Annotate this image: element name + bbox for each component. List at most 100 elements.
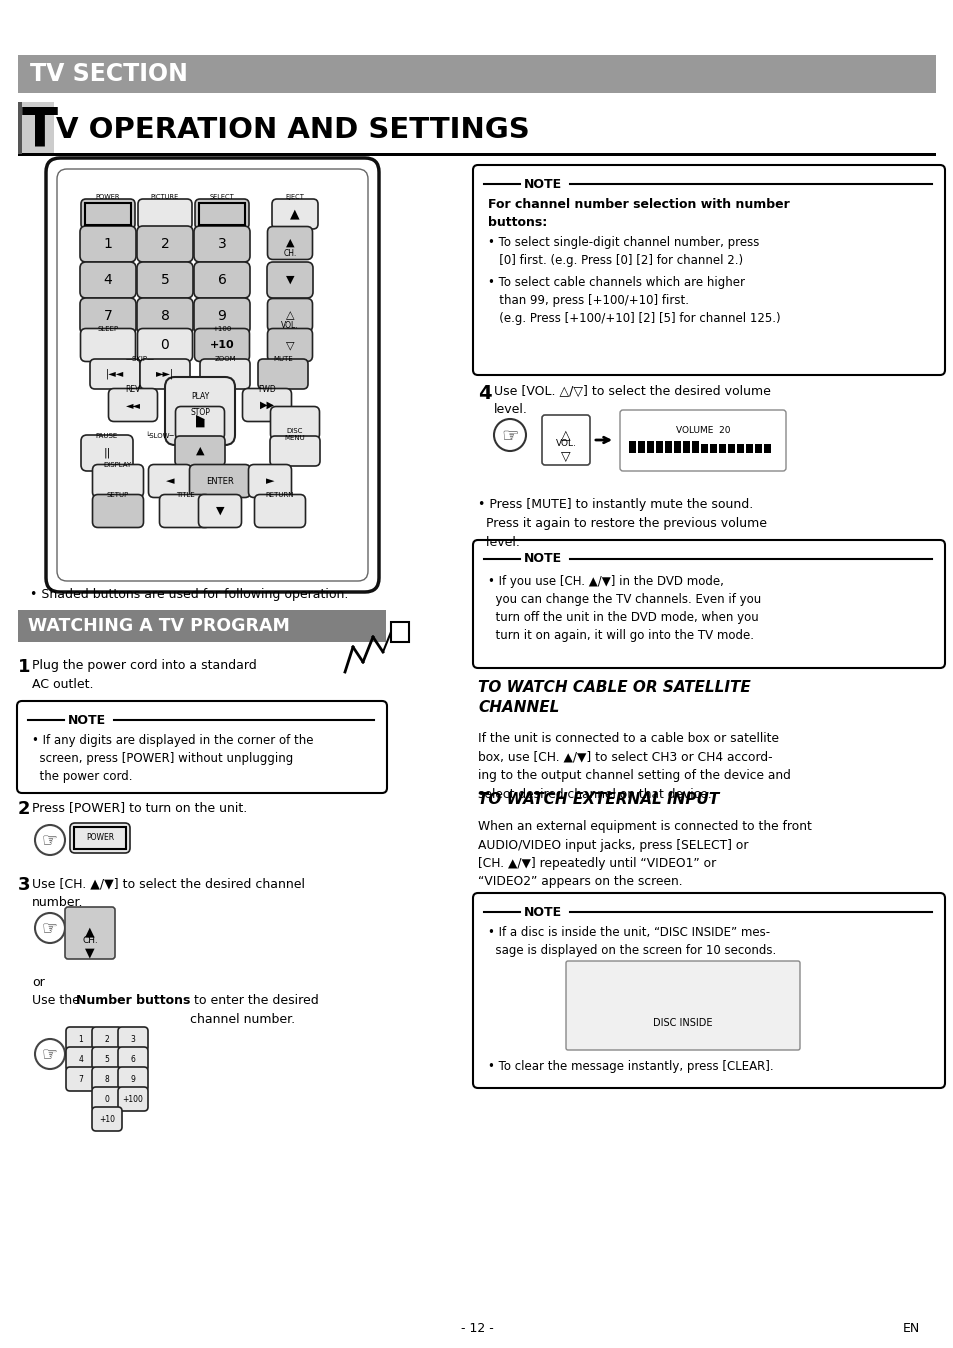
FancyBboxPatch shape (118, 1047, 148, 1072)
Text: REV: REV (125, 386, 140, 394)
Text: ▽: ▽ (286, 340, 294, 350)
Text: ENTER: ENTER (206, 476, 233, 485)
Text: 6: 6 (217, 274, 226, 287)
FancyBboxPatch shape (118, 1086, 148, 1111)
Text: EN: EN (902, 1322, 919, 1335)
Text: ▼: ▼ (286, 275, 294, 284)
Text: ◄◄: ◄◄ (126, 400, 140, 410)
Text: 8: 8 (160, 309, 170, 324)
FancyBboxPatch shape (194, 329, 250, 361)
Text: └SLOW─: └SLOW─ (146, 433, 174, 439)
Text: STOP: STOP (190, 408, 210, 417)
Text: VOLUME  20: VOLUME 20 (675, 426, 729, 435)
Bar (18, 55, 935, 93)
Bar (18, 611, 386, 642)
Text: • To select cable channels which are higher
   than 99, press [+100/+10] first.
: • To select cable channels which are hig… (488, 276, 780, 325)
FancyBboxPatch shape (565, 961, 800, 1050)
Text: 2: 2 (18, 799, 30, 818)
Text: Use [CH. ▲/▼] to select the desired channel
number.: Use [CH. ▲/▼] to select the desired chan… (32, 878, 305, 909)
Text: +100: +100 (213, 326, 232, 332)
Text: 4: 4 (78, 1054, 83, 1064)
Text: • To select single-digit channel number, press
   [0] first. (e.g. Press [0] [2]: • To select single-digit channel number,… (488, 236, 759, 267)
Text: ☞: ☞ (42, 830, 58, 849)
FancyBboxPatch shape (91, 1107, 122, 1131)
Text: FWD: FWD (258, 386, 275, 394)
FancyBboxPatch shape (270, 435, 319, 466)
FancyBboxPatch shape (92, 465, 143, 497)
Text: When an external equipment is connected to the front
AUDIO/VIDEO input jacks, pr: When an external equipment is connected … (477, 820, 811, 888)
FancyBboxPatch shape (46, 158, 378, 592)
Text: RETURN: RETURN (266, 492, 294, 497)
FancyBboxPatch shape (248, 465, 292, 497)
FancyBboxPatch shape (66, 1047, 96, 1072)
Bar (18, 102, 22, 154)
Text: +10: +10 (210, 340, 234, 350)
FancyBboxPatch shape (81, 435, 132, 470)
Text: to enter the desired
channel number.: to enter the desired channel number. (190, 993, 318, 1026)
Bar (638, 441, 644, 453)
Text: ☞: ☞ (42, 919, 58, 937)
Bar (628, 441, 636, 453)
FancyBboxPatch shape (242, 388, 292, 422)
Text: TV SECTION: TV SECTION (30, 62, 188, 86)
Text: —SKIP—: —SKIP— (126, 356, 154, 363)
FancyBboxPatch shape (80, 226, 136, 262)
Text: ▽: ▽ (560, 450, 570, 462)
FancyBboxPatch shape (175, 407, 224, 439)
FancyBboxPatch shape (193, 262, 250, 298)
FancyBboxPatch shape (109, 388, 157, 422)
Text: • Press [MUTE] to instantly mute the sound.
  Press it again to restore the prev: • Press [MUTE] to instantly mute the sou… (477, 497, 766, 549)
Bar (18, 154, 935, 156)
Text: CH.: CH. (283, 249, 296, 257)
Text: TO WATCH EXTERNAL INPUT: TO WATCH EXTERNAL INPUT (477, 793, 719, 807)
FancyBboxPatch shape (91, 1086, 122, 1111)
Text: V OPERATION AND SETTINGS: V OPERATION AND SETTINGS (56, 116, 529, 144)
Text: If the unit is connected to a cable box or satellite
box, use [CH. ▲/▼] to selec: If the unit is connected to a cable box … (477, 732, 790, 801)
FancyBboxPatch shape (66, 1027, 96, 1051)
FancyBboxPatch shape (90, 359, 140, 390)
Text: ▼: ▼ (215, 506, 224, 516)
Text: Use [VOL. △/▽] to select the desired volume
level.: Use [VOL. △/▽] to select the desired vol… (494, 386, 770, 417)
Text: ZOOM: ZOOM (214, 356, 235, 363)
Text: ▼: ▼ (85, 946, 94, 958)
FancyBboxPatch shape (541, 415, 589, 465)
Text: CH.: CH. (82, 936, 98, 945)
Bar (727, 443, 734, 453)
Text: ▶: ▶ (195, 414, 204, 425)
Text: SELECT: SELECT (210, 194, 234, 200)
Text: NOTE: NOTE (68, 713, 106, 727)
Bar (199, 204, 245, 225)
Text: • To clear the message instantly, press [CLEAR].: • To clear the message instantly, press … (488, 1060, 773, 1073)
Text: 5: 5 (160, 274, 170, 287)
Bar (754, 443, 761, 453)
Text: ☞: ☞ (42, 1045, 58, 1064)
FancyBboxPatch shape (91, 1027, 122, 1051)
FancyBboxPatch shape (267, 329, 313, 361)
Bar (391, 621, 409, 642)
Bar (682, 441, 689, 453)
FancyBboxPatch shape (198, 495, 241, 527)
FancyBboxPatch shape (65, 907, 115, 958)
FancyBboxPatch shape (140, 359, 190, 390)
Bar (700, 443, 707, 453)
Text: ►►|: ►►| (155, 369, 174, 379)
Text: WATCHING A TV PROGRAM: WATCHING A TV PROGRAM (28, 617, 290, 635)
FancyBboxPatch shape (194, 200, 249, 229)
Bar (719, 443, 725, 453)
FancyBboxPatch shape (267, 262, 313, 298)
Text: 1: 1 (18, 658, 30, 675)
Text: Press [POWER] to turn on the unit.: Press [POWER] to turn on the unit. (32, 801, 247, 814)
FancyBboxPatch shape (473, 541, 944, 669)
FancyBboxPatch shape (17, 701, 387, 793)
FancyBboxPatch shape (149, 465, 192, 497)
FancyBboxPatch shape (200, 359, 250, 390)
Bar (745, 443, 752, 453)
Bar (664, 441, 671, 453)
Text: 9: 9 (217, 309, 226, 324)
Bar (646, 441, 654, 453)
FancyBboxPatch shape (190, 465, 251, 497)
Text: 1: 1 (104, 237, 112, 251)
Text: ☞: ☞ (500, 426, 518, 445)
Text: ||: || (103, 448, 111, 458)
FancyBboxPatch shape (91, 1047, 122, 1072)
